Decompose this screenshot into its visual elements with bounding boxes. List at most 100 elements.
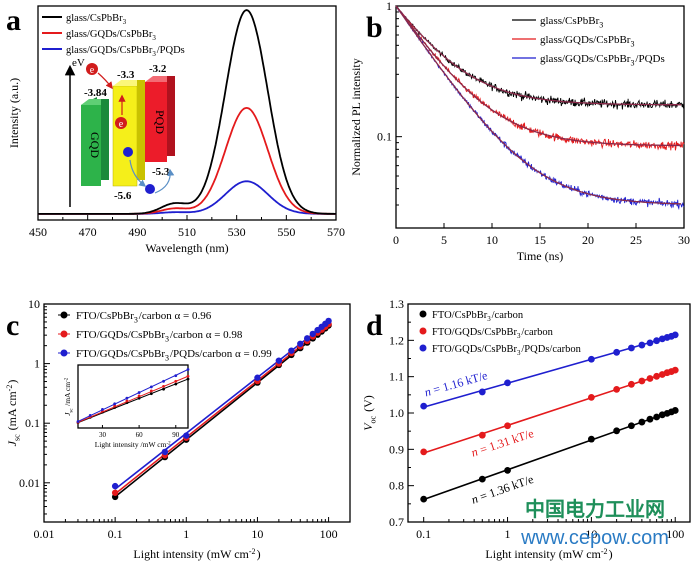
panel-c-jsc-vs-intensity: c 0.01 0.1 1 10 100 0.01 0.1 1 10 FTO/CsPbBr3 /c… (5, 297, 351, 561)
inset-point-2 (137, 394, 141, 398)
legend-label-1: glass/CsPbBr3 (540, 15, 604, 29)
data-point-1 (638, 418, 646, 426)
panel-c-marks (111, 317, 332, 501)
spectrum-line-1 (38, 9, 336, 215)
y-tick-label: 0.8 (389, 479, 404, 493)
panel-b-axes: 0 5 10 15 20 25 30 0.1 1 (377, 0, 690, 247)
panel-c-x-axis-label: Light intensity (mW cm-2 ) (133, 547, 260, 561)
data-point-2 (111, 489, 119, 496)
x-tick-label: 470 (79, 225, 97, 239)
slope-label-2: n = 1.31 kT/e (470, 426, 536, 460)
data-point-2 (420, 448, 428, 456)
legend-label-1: FTO/CsPbBr3 /carbon (432, 310, 524, 323)
panel-a-curves (38, 9, 336, 215)
cspbbr3-lumo-value: -3.3 (117, 69, 135, 81)
panel-b-curves (395, 5, 685, 211)
data-point-1 (671, 407, 679, 414)
legend-label-2: FTO/GQDs/CsPbBr3 /carbon (432, 327, 554, 340)
y-tick-label: 1 (386, 0, 392, 13)
energy-axis-label: eV (72, 57, 85, 69)
x-tick-label: 100 (320, 527, 338, 541)
data-point-2 (646, 375, 654, 382)
y-tick-label: 10 (28, 297, 40, 311)
data-point-1 (627, 422, 635, 430)
data-point-3 (325, 317, 332, 325)
x-tick-label: 1 (183, 527, 189, 541)
data-point-3 (297, 340, 304, 347)
inset-fit-line-3 (77, 369, 189, 422)
plot-frame (77, 364, 189, 429)
inset-point-2 (125, 399, 129, 403)
panel-c-legend: FTO/CsPbBr3 /carbon α = 0.96 FTO/GQDs/CsP… (58, 310, 272, 362)
panel-d-letter: d (366, 309, 383, 342)
data-point-3 (478, 388, 486, 396)
fit-line-1 (423, 409, 676, 501)
data-point-2 (478, 431, 486, 439)
inset-x-tick-label: 30 (99, 431, 107, 439)
electron-1 (86, 63, 98, 75)
legend-marker-3 (419, 344, 427, 352)
data-point-1 (478, 475, 486, 483)
panel-a-y-axis-label: Intensity (a.u.) (7, 78, 21, 148)
watermark-title: 中国电力工业网 (525, 497, 665, 521)
panel-d-marks: n = 1.36 kT/en = 1.31 kT/en = 1.16 kT/e (420, 331, 679, 507)
data-point-1 (420, 495, 428, 503)
x-tick-label: 1 (505, 527, 511, 541)
slope-label-3: n = 1.16 kT/e (423, 368, 489, 399)
decay-fit-3 (395, 5, 682, 205)
x-tick-label: 530 (228, 225, 246, 239)
data-point-2 (638, 377, 646, 385)
inset-point-1 (186, 377, 190, 381)
inset-point-3 (137, 391, 141, 394)
electron-transfer-arrow-gqd (97, 72, 113, 90)
legend-marker-2 (419, 327, 427, 335)
pqd-block-right (167, 76, 175, 156)
inset-fit-line-1 (77, 378, 189, 424)
inset-point-3 (76, 420, 80, 423)
data-point-2 (587, 393, 595, 401)
panel-d-axes: 0.1 1 10 100 0.7 0.8 0.9 1.0 1.1 1.2 1.3 (389, 297, 691, 541)
panel-a-legend: glass/CsPbBr3 glass/GQDs/CsPbBr3 glass/G… (42, 13, 185, 58)
data-point-1 (646, 415, 654, 423)
panel-d-y-axis-label: Voc (V) (361, 395, 378, 431)
inset-x-label: Light intensity /mW cm-2 (95, 440, 172, 449)
x-tick-label: 25 (630, 233, 642, 247)
legend-label-3: FTO/GQDs/CsPbBr3 /PQDs/carbon (432, 344, 582, 357)
inset-point-2 (174, 379, 178, 383)
data-point-2 (653, 372, 661, 380)
electron-2 (115, 117, 127, 129)
data-point-2 (671, 366, 679, 374)
x-tick-label: 490 (128, 225, 146, 239)
pqd-lumo-value: -3.2 (149, 63, 167, 75)
x-tick-label: 10 (486, 233, 498, 247)
x-tick-label: 570 (327, 225, 345, 239)
data-point-3 (161, 448, 169, 456)
y-tick-label: 0.01 (19, 476, 40, 490)
inset-point-3 (149, 385, 153, 389)
inset-point-2 (149, 389, 153, 393)
decay-fit-1 (395, 5, 682, 106)
cspbbr3-block (112, 85, 138, 187)
inset-point-1 (162, 387, 165, 391)
data-point-3 (627, 344, 635, 352)
inset-point-2 (113, 404, 117, 408)
x-tick-label: 0.1 (416, 527, 431, 541)
data-point-2 (504, 422, 511, 430)
x-tick-label: 0 (393, 233, 399, 247)
data-point-3 (613, 348, 621, 356)
inset-point-2 (186, 374, 190, 378)
panel-d-legend: FTO/CsPbBr3 /carbon FTO/GQDs/CsPbBr3 /car… (419, 310, 582, 357)
data-point-3 (183, 432, 190, 439)
legend-label-1: glass/CsPbBr3 (66, 13, 127, 26)
data-point-3 (254, 374, 261, 381)
legend-marker-1 (419, 310, 427, 318)
hole-transfer-arrow-pqd (154, 168, 175, 194)
x-tick-label: 15 (534, 233, 546, 247)
electron-2-symbol: e (119, 119, 124, 130)
x-tick-label: 510 (178, 225, 196, 239)
pqd-homo-value: -5.3 (152, 166, 170, 178)
x-tick-label: 0.01 (34, 527, 55, 541)
inset-point-3 (174, 374, 178, 378)
